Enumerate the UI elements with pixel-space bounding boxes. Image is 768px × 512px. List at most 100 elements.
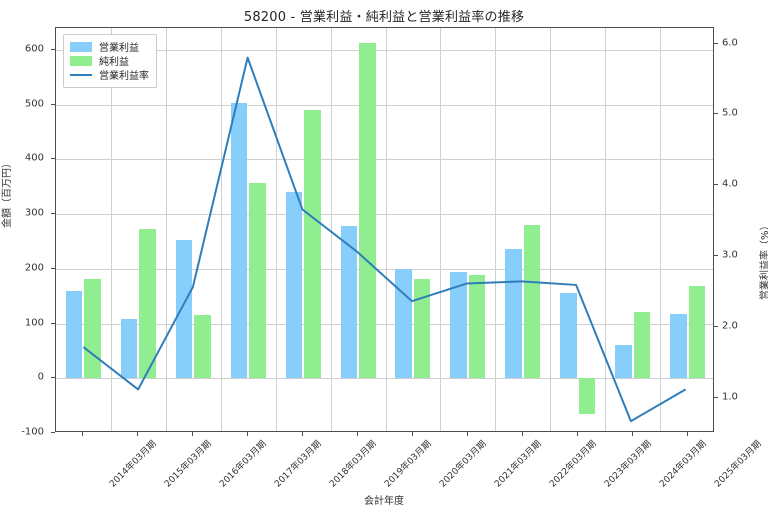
y-axis-tick-mark-right: [714, 325, 718, 327]
y-axis-tick-mark-right: [714, 254, 718, 256]
plot-area: [55, 27, 714, 432]
x-axis-tick-mark: [247, 432, 249, 436]
margin-line-series: [82, 56, 687, 423]
y-axis-tick-label-left: 500: [24, 98, 44, 110]
y-axis-tick-mark-left: [51, 48, 55, 50]
bar-net-profit: [468, 275, 486, 379]
x-axis-tick-label: 2014年03月期: [108, 439, 160, 490]
legend-item-net-profit: 純利益: [70, 54, 149, 68]
bar-operating-profit: [175, 239, 193, 379]
legend-item-label: 営業利益: [99, 43, 139, 54]
bar-operating-profit: [230, 102, 248, 379]
gridline-vertical: [165, 28, 167, 431]
x-axis-tick-label: 2019年03月期: [383, 439, 434, 490]
y-axis-tick-label-left: 200: [24, 262, 44, 274]
gridline-vertical: [440, 28, 442, 431]
y-axis-tick-mark-right: [714, 113, 718, 115]
y-axis-tick-mark-left: [51, 322, 55, 324]
legend-item-label: 純利益: [99, 57, 129, 68]
gridline-horizontal: [56, 104, 713, 106]
x-axis-tick-label: 2024年03月期: [657, 439, 709, 490]
y-axis-tick-label-left: 0: [37, 371, 44, 383]
line-swatch-darkblue-icon: [70, 74, 92, 76]
legend-item-operating-profit: 営業利益: [70, 40, 149, 54]
y-axis-tick-label-right: 2.0: [722, 320, 738, 332]
gridline-vertical: [110, 28, 112, 431]
bar-operating-profit: [120, 319, 138, 379]
gridline-horizontal: [56, 159, 713, 161]
x-axis-tick-label: 2020年03月期: [438, 439, 489, 490]
bar-net-profit: [688, 285, 705, 379]
x-axis-tick-mark: [576, 432, 578, 436]
x-axis-tick-mark: [137, 432, 139, 436]
chart-legend: 営業利益 純利益 営業利益率: [63, 34, 157, 88]
x-axis-tick-mark: [521, 432, 523, 436]
x-axis-tick-label: 2018年03月期: [328, 439, 379, 490]
x-axis-tick-mark: [82, 432, 84, 436]
y-axis-tick-mark-left: [51, 377, 55, 379]
legend-item-operating-margin: 営業利益率: [70, 68, 149, 82]
bar-operating-profit: [450, 272, 467, 379]
y-axis-tick-mark-left: [51, 103, 55, 105]
y-axis-label-left: 金額（百万円）: [2, 158, 13, 228]
bar-net-profit: [304, 109, 321, 379]
y-axis-tick-mark-right: [714, 396, 718, 398]
gridline-vertical: [330, 28, 332, 431]
x-axis-tick-mark: [686, 432, 688, 436]
x-axis-tick-mark: [192, 432, 194, 436]
y-axis-label-right: 営業利益率（%）: [760, 220, 768, 300]
chart-title: 58200 - 営業利益・純利益と営業利益率の推移: [243, 10, 525, 25]
bar-net-profit: [249, 182, 266, 379]
bar-net-profit: [84, 279, 101, 379]
gridline-horizontal: [56, 323, 713, 325]
x-axis-tick-label: 2025年03月期: [712, 439, 764, 490]
gridline-vertical: [605, 28, 607, 431]
x-axis-tick-label: 2017年03月期: [273, 439, 324, 490]
bar-operating-profit: [615, 345, 632, 379]
y-axis-tick-label-left: 300: [24, 207, 44, 219]
x-axis-label: 会計年度: [364, 496, 404, 507]
bar-net-profit: [413, 279, 431, 379]
x-axis-tick-label: 2022年03月期: [547, 439, 599, 490]
gridline-vertical: [550, 28, 552, 431]
gridline-vertical: [495, 28, 497, 431]
y-axis-tick-label-right: 6.0: [722, 37, 738, 49]
bar-operating-profit: [395, 268, 412, 379]
gridline-vertical: [275, 28, 277, 431]
legend-item-label: 営業利益率: [99, 71, 149, 82]
bar-operating-profit: [560, 293, 577, 379]
y-axis-tick-mark-left: [51, 432, 55, 433]
y-axis-tick-label-right: 3.0: [722, 249, 738, 261]
line-operating-margin: [82, 56, 687, 423]
bar-net-profit: [578, 378, 596, 414]
y-axis-tick-mark-left: [51, 158, 55, 160]
gridline-horizontal: [56, 49, 713, 51]
gridline-vertical: [220, 28, 222, 431]
bar-net-profit: [359, 43, 376, 379]
bar-net-profit: [194, 315, 211, 379]
bar-net-profit: [633, 311, 651, 379]
x-axis-tick-mark: [411, 432, 413, 436]
x-axis-tick-mark: [466, 432, 468, 436]
gridline-horizontal: [56, 214, 713, 216]
bar-operating-profit: [340, 225, 358, 379]
bar-net-profit: [139, 229, 156, 379]
bar-operating-profit: [285, 192, 303, 379]
gridline-horizontal: [56, 378, 713, 380]
x-axis-tick-mark: [302, 432, 304, 436]
gridline-horizontal: [56, 268, 713, 270]
x-axis-tick-label: 2023年03月期: [602, 439, 654, 490]
y-axis-tick-mark-left: [51, 267, 55, 269]
x-axis-tick-mark: [631, 432, 633, 436]
y-axis-tick-mark-right: [714, 184, 718, 186]
gridlines: [56, 28, 713, 431]
bar-swatch-green-icon: [70, 55, 92, 66]
y-axis-tick-label-left: -100: [21, 426, 44, 438]
x-axis-tick-label: 2016年03月期: [218, 439, 269, 490]
bar-operating-profit: [670, 313, 687, 379]
bar-net-profit: [523, 225, 541, 379]
y-axis-tick-mark-right: [714, 42, 718, 44]
y-axis-tick-label-right: 5.0: [722, 107, 738, 119]
x-axis-tick-mark: [357, 432, 359, 436]
x-axis-tick-label: 2021年03月期: [492, 439, 544, 490]
